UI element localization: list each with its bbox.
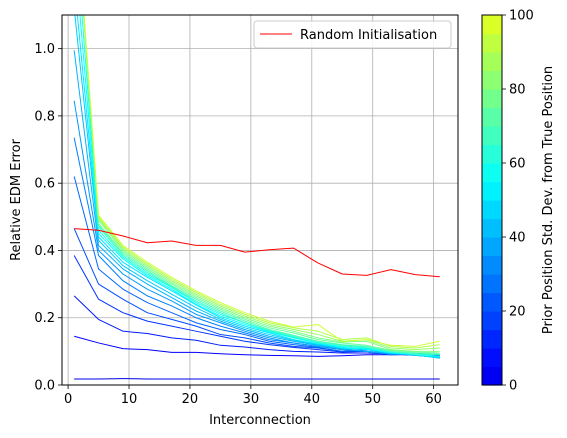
- series-line-prior-5: [74, 335, 440, 357]
- colorbar-segment: [482, 15, 502, 35]
- y-tick-label: 0.6: [34, 177, 55, 192]
- legend-label-random-initialisation: Random Initialisation: [300, 28, 437, 43]
- series-line-prior-55: [79, 15, 440, 357]
- colorbar-segment: [482, 70, 502, 90]
- y-tick-label: 0.8: [34, 109, 55, 124]
- colorbar-segment: [482, 163, 502, 183]
- legend-box: [253, 20, 452, 49]
- colorbar-tick-label: 60: [509, 157, 526, 172]
- colorbar-segment: [482, 366, 502, 386]
- colorbar-label: Prior Position Std. Dev. from True Posit…: [541, 66, 556, 334]
- colorbar-segment: [482, 200, 502, 220]
- colorbar-segment: [482, 255, 502, 275]
- x-tick-label: 30: [243, 392, 260, 407]
- colorbar-segment: [482, 218, 502, 238]
- colorbar-segment: [482, 181, 502, 201]
- colorbar-frame: [481, 14, 503, 386]
- colorbar-ticks: 0 20 40 60 80 100: [502, 9, 534, 394]
- colorbar: [482, 15, 502, 386]
- series-line-prior-10: [73, 295, 440, 356]
- x-tick-label: 60: [425, 392, 442, 407]
- x-tick-label: 50: [364, 392, 381, 407]
- series-lines: [73, 15, 440, 380]
- x-tick-label: 0: [64, 392, 72, 407]
- x-axis-ticks: 0 10 20 30 40 50 60: [64, 385, 442, 407]
- colorbar-tick-label: 40: [509, 231, 526, 246]
- y-tick-label: 0.4: [34, 244, 55, 259]
- plot-frame: [61, 14, 459, 386]
- y-axis-ticks: 0.0 0.2 0.4 0.6 0.8 1.0: [34, 42, 62, 394]
- colorbar-segment: [482, 52, 502, 72]
- colorbar-segment: [482, 126, 502, 146]
- y-tick-label: 0.0: [34, 379, 55, 394]
- colorbar-segment: [482, 311, 502, 331]
- colorbar-tick-label: 0: [509, 379, 517, 394]
- y-tick-label: 0.2: [34, 311, 55, 326]
- series-line-prior-95: [83, 15, 440, 347]
- series-line-random-initialisation: [74, 228, 440, 278]
- y-axis-label: Relative EDM Error: [9, 138, 24, 260]
- colorbar-tick-label: 80: [509, 83, 526, 98]
- x-tick-label: 20: [182, 392, 199, 407]
- y-tick-label: 1.0: [34, 42, 55, 57]
- colorbar-segment: [482, 348, 502, 368]
- colorbar-segment: [482, 33, 502, 53]
- series-line-prior-65: [83, 15, 440, 356]
- x-axis-label: Interconnection: [209, 413, 311, 428]
- colorbar-segment: [482, 144, 502, 164]
- colorbar-segment: [482, 329, 502, 349]
- colorbar-segment: [482, 274, 502, 294]
- series-line-prior-70: [83, 15, 440, 355]
- x-tick-label: 10: [121, 392, 138, 407]
- legend: Random Initialisation: [253, 20, 452, 49]
- colorbar-segment: [482, 89, 502, 109]
- x-tick-label: 40: [304, 392, 321, 407]
- series-line-prior-80: [83, 15, 440, 352]
- series-line-prior-85: [83, 15, 440, 351]
- colorbar-tick-label: 20: [509, 305, 526, 320]
- colorbar-segment: [482, 107, 502, 127]
- series-line-prior-75: [83, 15, 440, 354]
- colorbar-segment: [482, 292, 502, 312]
- colorbar-tick-label: 100: [509, 9, 534, 24]
- colorbar-segment: [482, 237, 502, 257]
- series-line-prior-40: [73, 50, 440, 359]
